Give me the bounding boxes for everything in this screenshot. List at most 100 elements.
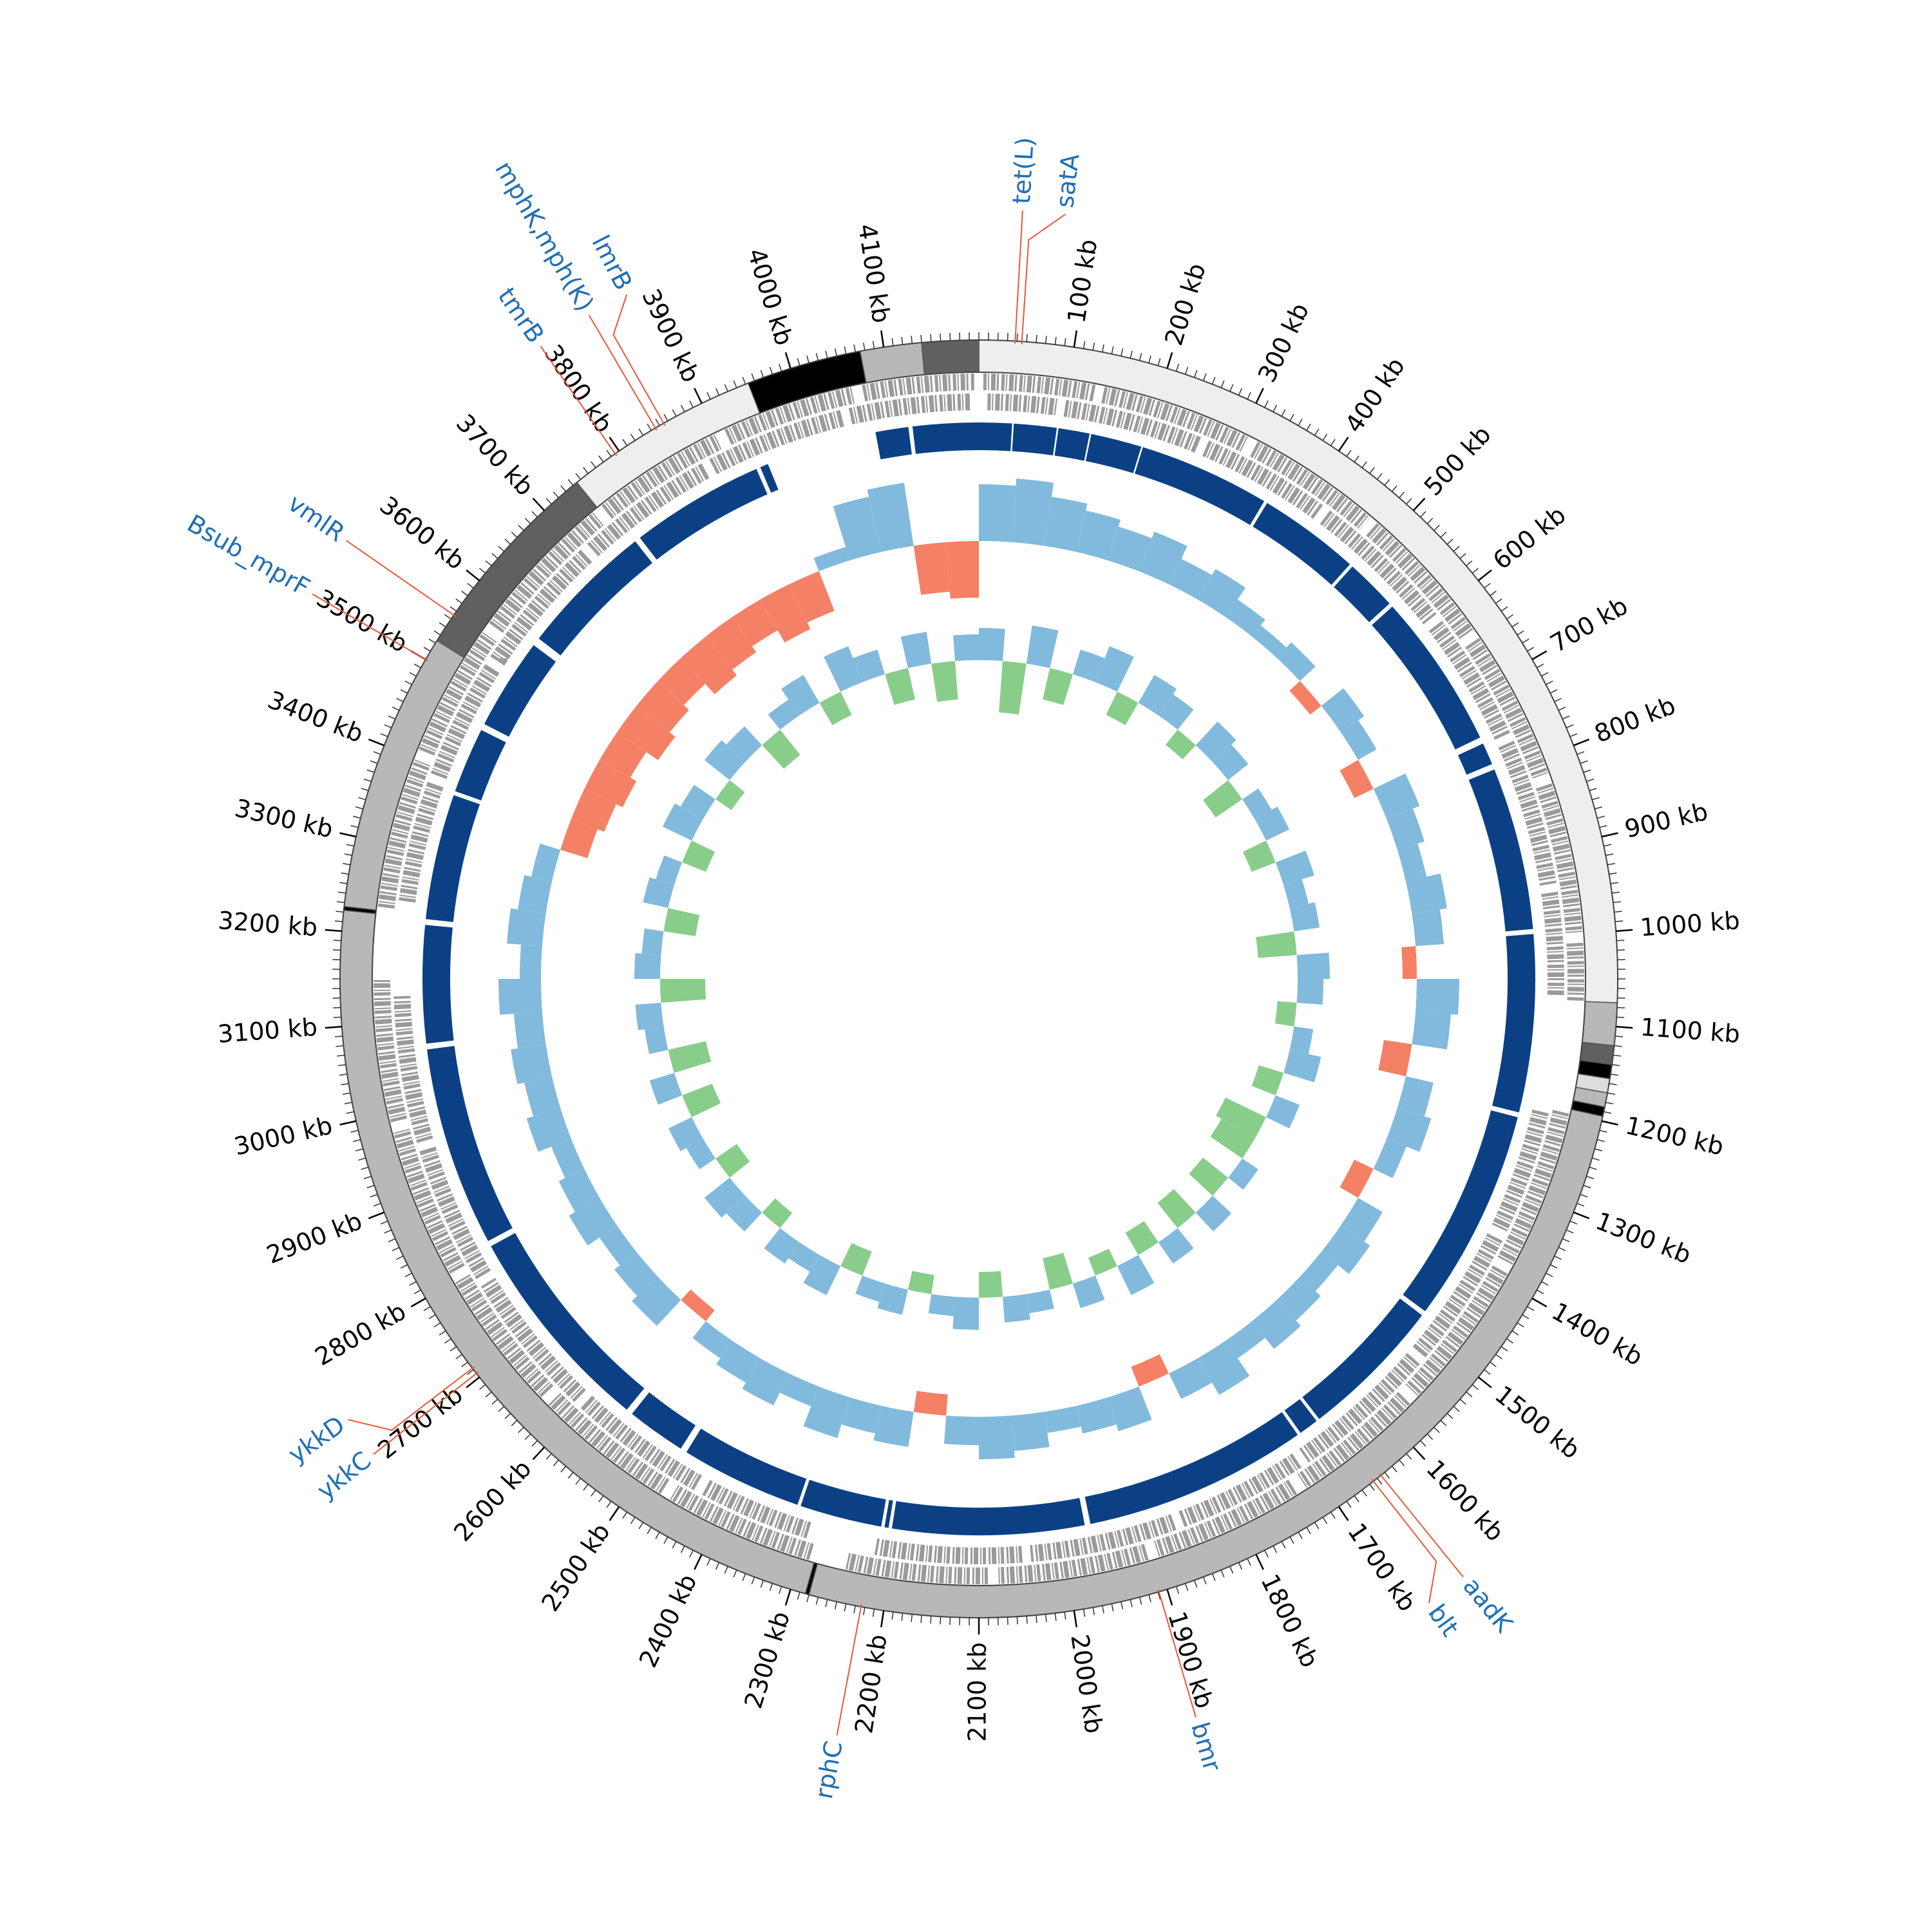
skew-bar bbox=[682, 1083, 721, 1117]
minor-tick bbox=[724, 384, 728, 392]
minor-tick bbox=[1517, 630, 1524, 636]
minor-tick bbox=[560, 485, 567, 492]
minor-tick bbox=[1220, 1569, 1225, 1578]
minor-tick bbox=[1111, 1604, 1114, 1612]
minor-tick bbox=[1306, 1527, 1311, 1535]
minor-tick bbox=[332, 949, 341, 951]
minor-tick bbox=[1193, 370, 1198, 378]
minor-tick bbox=[742, 377, 746, 384]
minor-tick bbox=[1130, 350, 1133, 359]
minor-tick bbox=[1607, 862, 1616, 866]
skew-bar bbox=[952, 1296, 979, 1330]
gc-bar bbox=[498, 979, 542, 1015]
skew-bar bbox=[762, 1198, 793, 1229]
minor-tick bbox=[455, 598, 462, 604]
minor-tick bbox=[815, 1596, 819, 1605]
skew-bar bbox=[853, 649, 886, 683]
minor-tick bbox=[334, 1036, 343, 1037]
alignment-block bbox=[1372, 606, 1481, 750]
minor-tick bbox=[1527, 647, 1535, 652]
minor-tick bbox=[355, 1148, 363, 1151]
skew-bar bbox=[1195, 721, 1236, 762]
skew-bar bbox=[1216, 1097, 1266, 1139]
tick-mark bbox=[1601, 1120, 1618, 1126]
minor-tick bbox=[413, 1289, 421, 1294]
minor-tick bbox=[1577, 751, 1585, 755]
gene-feature bbox=[1101, 386, 1250, 453]
minor-tick bbox=[1130, 1599, 1133, 1607]
minor-tick bbox=[1036, 1615, 1037, 1624]
minor-tick bbox=[1484, 583, 1491, 589]
minor-tick bbox=[1434, 524, 1440, 531]
minor-tick bbox=[518, 1426, 524, 1434]
minor-tick bbox=[1569, 733, 1578, 737]
minor-tick bbox=[779, 363, 782, 372]
minor-tick bbox=[1083, 1609, 1086, 1617]
tick-mark bbox=[1477, 569, 1492, 582]
minor-tick bbox=[370, 1193, 378, 1198]
minor-tick bbox=[341, 872, 349, 875]
gc-bar bbox=[1011, 1412, 1050, 1451]
minor-tick bbox=[655, 419, 660, 426]
gc-bar bbox=[913, 1390, 948, 1416]
minor-tick bbox=[1322, 433, 1328, 441]
tick-mark bbox=[880, 1610, 885, 1627]
minor-tick bbox=[760, 370, 764, 378]
minor-tick bbox=[1101, 344, 1104, 352]
minor-tick bbox=[1610, 1074, 1618, 1076]
gc-bar bbox=[681, 1289, 715, 1321]
minor-tick bbox=[1111, 346, 1114, 354]
minor-tick bbox=[1501, 606, 1508, 612]
minor-tick bbox=[706, 1558, 711, 1566]
gene-feature bbox=[399, 781, 444, 903]
minor-tick bbox=[518, 524, 524, 531]
gene-feature bbox=[490, 549, 592, 666]
minor-tick bbox=[337, 1054, 345, 1057]
minor-tick bbox=[433, 1322, 441, 1328]
alignment-block bbox=[1054, 428, 1090, 461]
gene-feature bbox=[1412, 1233, 1502, 1358]
annotation-label: blt bbox=[1423, 1599, 1464, 1642]
gc-bar bbox=[1044, 497, 1088, 553]
minor-tick bbox=[825, 350, 828, 359]
skew-bar bbox=[855, 1275, 886, 1302]
minor-tick bbox=[350, 1130, 359, 1133]
minor-tick bbox=[366, 1184, 375, 1189]
alignment-block bbox=[1468, 769, 1533, 932]
minor-tick bbox=[622, 439, 628, 446]
skew-bar bbox=[635, 1002, 664, 1030]
minor-tick bbox=[1220, 380, 1225, 388]
minor-tick bbox=[1484, 1369, 1491, 1375]
minor-tick bbox=[1346, 450, 1352, 457]
gc-bar bbox=[1412, 909, 1444, 947]
alignment-block bbox=[884, 1500, 893, 1528]
minor-tick bbox=[444, 614, 451, 620]
minor-tick bbox=[1247, 392, 1251, 400]
minor-tick bbox=[1016, 1616, 1018, 1625]
minor-tick bbox=[491, 553, 498, 559]
alignment-block bbox=[1085, 433, 1142, 473]
minor-tick bbox=[606, 1501, 612, 1508]
minor-tick bbox=[844, 1604, 847, 1612]
minor-tick bbox=[1527, 1306, 1535, 1311]
annotation-leader bbox=[836, 1604, 862, 1736]
annotation-label: aadK bbox=[1457, 1572, 1519, 1638]
minor-tick bbox=[1616, 949, 1625, 951]
minor-tick bbox=[392, 1247, 400, 1251]
minor-tick bbox=[1064, 337, 1066, 346]
minor-tick bbox=[491, 1399, 498, 1405]
minor-tick bbox=[1537, 663, 1544, 668]
minor-tick bbox=[485, 1391, 492, 1397]
minor-tick bbox=[760, 1580, 764, 1588]
minor-tick bbox=[545, 1453, 552, 1460]
tick-label: 3400 kb bbox=[264, 685, 367, 748]
minor-tick bbox=[341, 1083, 349, 1086]
alignment-block bbox=[1012, 423, 1057, 456]
minor-tick bbox=[1609, 872, 1617, 875]
minor-tick bbox=[911, 1614, 913, 1622]
tick-label: 3000 kb bbox=[231, 1111, 335, 1160]
gc-bar bbox=[507, 908, 546, 947]
minor-tick bbox=[1459, 1399, 1466, 1405]
gene-feature bbox=[1491, 1109, 1549, 1233]
gene-feature bbox=[1063, 400, 1201, 453]
